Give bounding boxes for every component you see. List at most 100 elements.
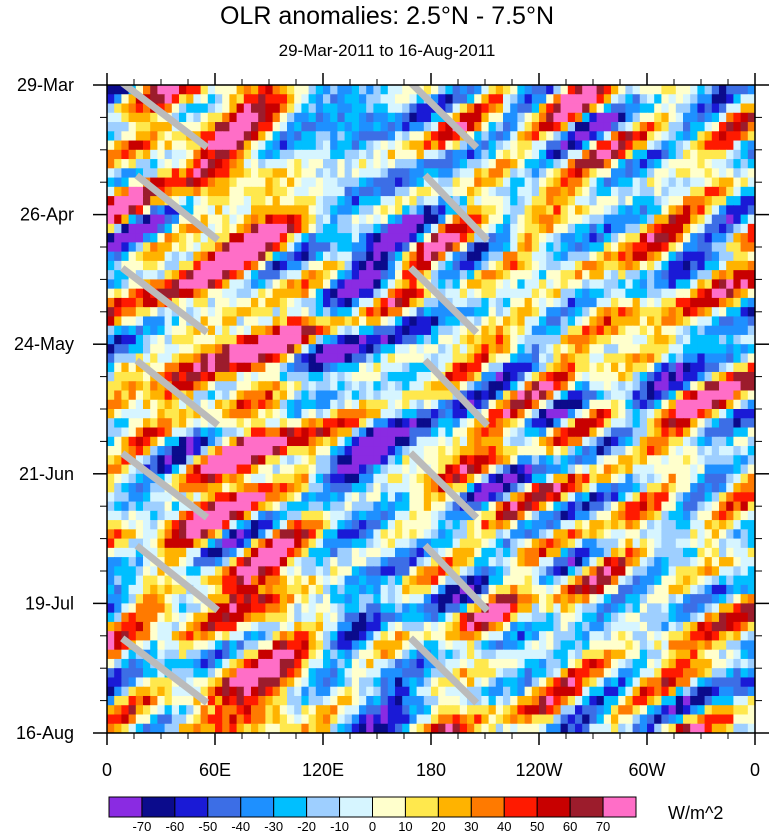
anomaly-cell: [243, 140, 252, 151]
anomaly-cell: [452, 455, 461, 466]
anomaly-cell: [344, 446, 353, 456]
anomaly-cell: [560, 159, 569, 169]
anomaly-cell: [107, 464, 115, 475]
anomaly-cell: [459, 446, 468, 456]
anomaly-cell: [315, 538, 324, 549]
anomaly-cell: [632, 584, 641, 595]
anomaly-cell: [654, 103, 662, 114]
anomaly-cell: [186, 344, 194, 355]
anomaly-cell: [351, 122, 360, 132]
anomaly-cell: [661, 353, 670, 364]
anomaly-cell: [596, 390, 605, 401]
anomaly-cell: [625, 371, 634, 382]
anomaly-cell: [387, 455, 396, 466]
anomaly-cell: [265, 233, 274, 243]
anomaly-cell: [179, 344, 187, 355]
anomaly-cell: [654, 112, 662, 123]
anomaly-cell: [395, 297, 403, 308]
anomaly-cell: [495, 214, 504, 225]
anomaly-cell: [611, 362, 619, 373]
anomaly-cell: [553, 436, 562, 447]
anomaly-cell: [272, 538, 281, 549]
anomaly-cell: [308, 547, 317, 558]
anomaly-cell: [675, 557, 684, 567]
anomaly-cell: [654, 122, 662, 132]
anomaly-cell: [654, 140, 662, 151]
anomaly-cell: [625, 334, 634, 345]
anomaly-cell: [719, 399, 727, 410]
anomaly-cell: [596, 214, 605, 225]
anomaly-cell: [157, 446, 166, 456]
anomaly-cell: [625, 547, 634, 558]
anomaly-cell: [524, 103, 533, 114]
anomaly-cell: [639, 214, 648, 225]
anomaly-cell: [445, 122, 454, 132]
anomaly-cell: [402, 103, 410, 114]
anomaly-cell: [236, 409, 245, 419]
anomaly-cell: [704, 446, 713, 456]
anomaly-cell: [251, 362, 259, 373]
anomaly-cell: [661, 85, 670, 95]
anomaly-cell: [107, 446, 115, 456]
anomaly-cell: [308, 186, 317, 197]
anomaly-cell: [683, 214, 691, 225]
anomaly-cell: [337, 177, 346, 188]
anomaly-cell: [539, 557, 547, 567]
anomaly-cell: [351, 483, 360, 493]
anomaly-cell: [193, 307, 202, 318]
anomaly-cell: [344, 529, 353, 540]
anomaly-cell: [553, 159, 562, 169]
anomaly-cell: [380, 288, 389, 299]
anomaly-cell: [539, 584, 547, 595]
anomaly-cell: [474, 168, 482, 179]
anomaly-cell: [294, 594, 302, 604]
anomaly-cell: [747, 279, 755, 290]
anomaly-cell: [510, 483, 518, 493]
anomaly-cell: [359, 399, 367, 410]
anomaly-cell: [481, 85, 490, 95]
anomaly-cell: [639, 94, 648, 105]
anomaly-cell: [337, 159, 346, 169]
anomaly-cell: [639, 446, 648, 456]
anomaly-cell: [575, 233, 583, 243]
anomaly-cell: [423, 418, 432, 429]
anomaly-cell: [481, 205, 490, 216]
anomaly-cell: [625, 344, 634, 355]
anomaly-cell: [733, 205, 742, 216]
anomaly-cell: [265, 510, 274, 521]
anomaly-cell: [323, 279, 331, 290]
anomaly-cell: [243, 159, 252, 169]
anomaly-cell: [553, 122, 562, 132]
anomaly-cell: [474, 557, 482, 567]
anomaly-cell: [467, 538, 475, 549]
anomaly-cell: [589, 307, 598, 318]
anomaly-cell: [719, 538, 727, 549]
anomaly-cell: [459, 334, 468, 345]
anomaly-cell: [683, 538, 691, 549]
anomaly-cell: [272, 112, 281, 123]
anomaly-cell: [344, 242, 353, 253]
anomaly-cell: [726, 177, 734, 188]
anomaly-cell: [611, 186, 619, 197]
anomaly-cell: [128, 510, 137, 521]
anomaly-cell: [639, 103, 648, 114]
anomaly-cell: [236, 381, 245, 392]
anomaly-cell: [251, 520, 259, 530]
anomaly-cell: [279, 566, 288, 577]
anomaly-cell: [359, 575, 367, 586]
anomaly-cell: [459, 362, 468, 373]
anomaly-cell: [639, 529, 648, 540]
anomaly-cell: [733, 112, 742, 123]
anomaly-cell: [229, 122, 238, 132]
anomaly-cell: [618, 547, 626, 558]
anomaly-cell: [711, 177, 720, 188]
anomaly-cell: [308, 205, 317, 216]
anomaly-cell: [524, 381, 533, 392]
anomaly-cell: [546, 307, 554, 318]
anomaly-cell: [611, 427, 619, 438]
anomaly-cell: [567, 140, 576, 151]
anomaly-cell: [308, 214, 317, 225]
anomaly-cell: [366, 270, 374, 280]
anomaly-cell: [582, 520, 590, 530]
anomaly-cell: [128, 381, 137, 392]
